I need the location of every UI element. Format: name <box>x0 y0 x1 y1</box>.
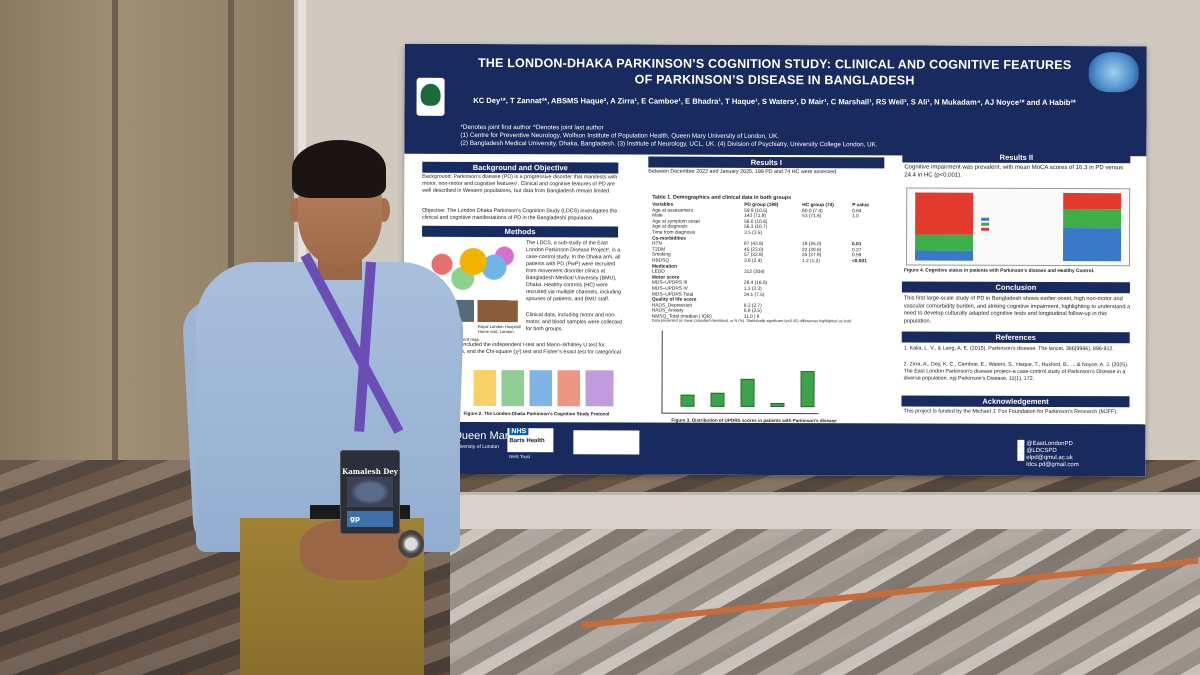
study-protocol-flowchart <box>473 369 614 407</box>
methods-heading: Methods <box>422 225 619 238</box>
poster-title-line1: THE LONDON-DHAKA PARKINSON’S COGNITION S… <box>477 55 1072 73</box>
legend-item <box>981 227 1061 232</box>
barts-subtitle: NHS Trust <box>509 454 531 460</box>
carpet-pattern <box>450 505 1200 675</box>
queen-mary-subtitle: University of London <box>453 443 499 451</box>
affiliation-line: (2) Bangladesh Medical University, Dhaka… <box>460 139 878 149</box>
hc-stacked-bar <box>1062 193 1122 262</box>
references-heading: References <box>901 331 1130 344</box>
wristwatch <box>398 530 424 558</box>
background-text: Background: Parkinson’s disease (PD) is … <box>422 173 618 195</box>
conclusion-heading: Conclusion <box>901 281 1130 294</box>
barts-health-label: Barts Health <box>509 438 545 445</box>
results2-heading: Results II <box>902 151 1131 164</box>
bar-segment <box>914 250 974 261</box>
bar-segment <box>1063 209 1122 229</box>
legend-swatch <box>981 222 990 226</box>
demographics-table: Variables PD group (199) HC group (74) P va… <box>652 203 882 324</box>
queen-mary-logo: Queen Mary <box>453 429 514 443</box>
results2-text: Cognitive impairment was prevalent, with… <box>904 164 1124 179</box>
bar-segment <box>1063 193 1122 210</box>
legend-swatch <box>981 217 990 221</box>
photo-label-right: Royal London Hospital/ Home visit, Londo… <box>477 323 522 335</box>
board-base <box>450 492 1200 529</box>
chart-box <box>680 394 695 407</box>
nhs-barts-logo: NHS Barts Health <box>507 428 554 453</box>
badge-logo: gp <box>347 511 393 527</box>
university-crest-icon <box>416 77 445 116</box>
contact-item: ldcs.pd@gmail.com <box>1017 461 1137 468</box>
contact-list: @EastLondonPD @LDCSPD elpd@qmul.ac.uk ld… <box>1017 439 1137 469</box>
results1-intro: Between December 2022 and January 2025, … <box>648 168 838 176</box>
x-icon <box>1017 446 1025 454</box>
clinical-data-text: Clinical data, including motor and non-m… <box>525 312 622 333</box>
wall-seam <box>112 0 118 460</box>
poster-header: THE LONDON-DHAKA PARKINSON’S COGNITION S… <box>404 43 1147 157</box>
poster-title-line2: OF PARKINSON’S DISEASE IN BANGLADESH <box>634 72 915 88</box>
acknowledgement-text: This project is funded by the Michael J.… <box>903 408 1118 416</box>
bar-segment <box>1062 228 1122 262</box>
objective-text: Objective: The London Dhaka Parkinson’s … <box>422 207 618 222</box>
legend-swatch <box>981 227 990 231</box>
research-poster: THE LONDON-DHAKA PARKINSON’S COGNITION S… <box>403 43 1147 477</box>
acknowledgement-heading: Acknowledgement <box>901 395 1130 408</box>
reference-2: 2. Zirra, A., Dey, K. C., Camboe, E., Wa… <box>903 361 1129 382</box>
bar-segment <box>915 192 974 235</box>
background-heading: Background and Objective <box>422 161 619 174</box>
methods-text: The LDCS, a sub-study of the East London… <box>525 240 622 303</box>
poster-footer: Queen Mary University of London NHS Bart… <box>403 421 1146 477</box>
chart-box <box>770 402 785 408</box>
crest-emblem <box>420 83 441 106</box>
cognitive-status-figure <box>905 187 1131 267</box>
results1-heading: Results I <box>648 156 885 169</box>
nhs-mark: NHS <box>509 428 529 436</box>
figure4-caption: Figure 4. Cognitive status in patients w… <box>903 268 1095 275</box>
table-note: Data presented as mean (standard deviati… <box>651 318 852 324</box>
board-frame <box>298 0 306 500</box>
protocol-caption: Figure 2. The London-Dhaka Parkinson’s C… <box>463 410 610 417</box>
mail-icon <box>1017 454 1025 462</box>
michael-j-fox-foundation-logo <box>573 430 640 455</box>
wall-seam <box>228 0 234 460</box>
reference-1: 1. Kalia, L. V., & Lang, A. E. (2015). P… <box>903 345 1114 353</box>
updrs-distribution-chart <box>661 330 819 415</box>
badge-name: Kamalesh Dey <box>342 467 398 476</box>
chart-box <box>740 378 755 407</box>
table-title: Table 1. Demographics and clinical data … <box>652 194 792 202</box>
brain-network-icon <box>1088 52 1139 93</box>
pd-stacked-bar <box>914 192 974 261</box>
email-address: ldcs.pd@gmail.com <box>1026 462 1079 469</box>
badge-world-map <box>347 477 393 507</box>
conclusion-text: This first large-scale study of PD in Ba… <box>903 295 1131 325</box>
chart-legend <box>981 217 1061 239</box>
x-icon <box>1017 439 1025 447</box>
poster-authors: KC Dey¹*, T Zannat²*, ABSMS Haque², A Zi… <box>473 95 1076 108</box>
chart-box <box>800 371 815 408</box>
chart-box <box>710 392 725 407</box>
bar-segment <box>915 234 974 252</box>
person-hair <box>292 140 386 198</box>
conference-badge: Kamalesh Dey gp <box>340 450 400 534</box>
